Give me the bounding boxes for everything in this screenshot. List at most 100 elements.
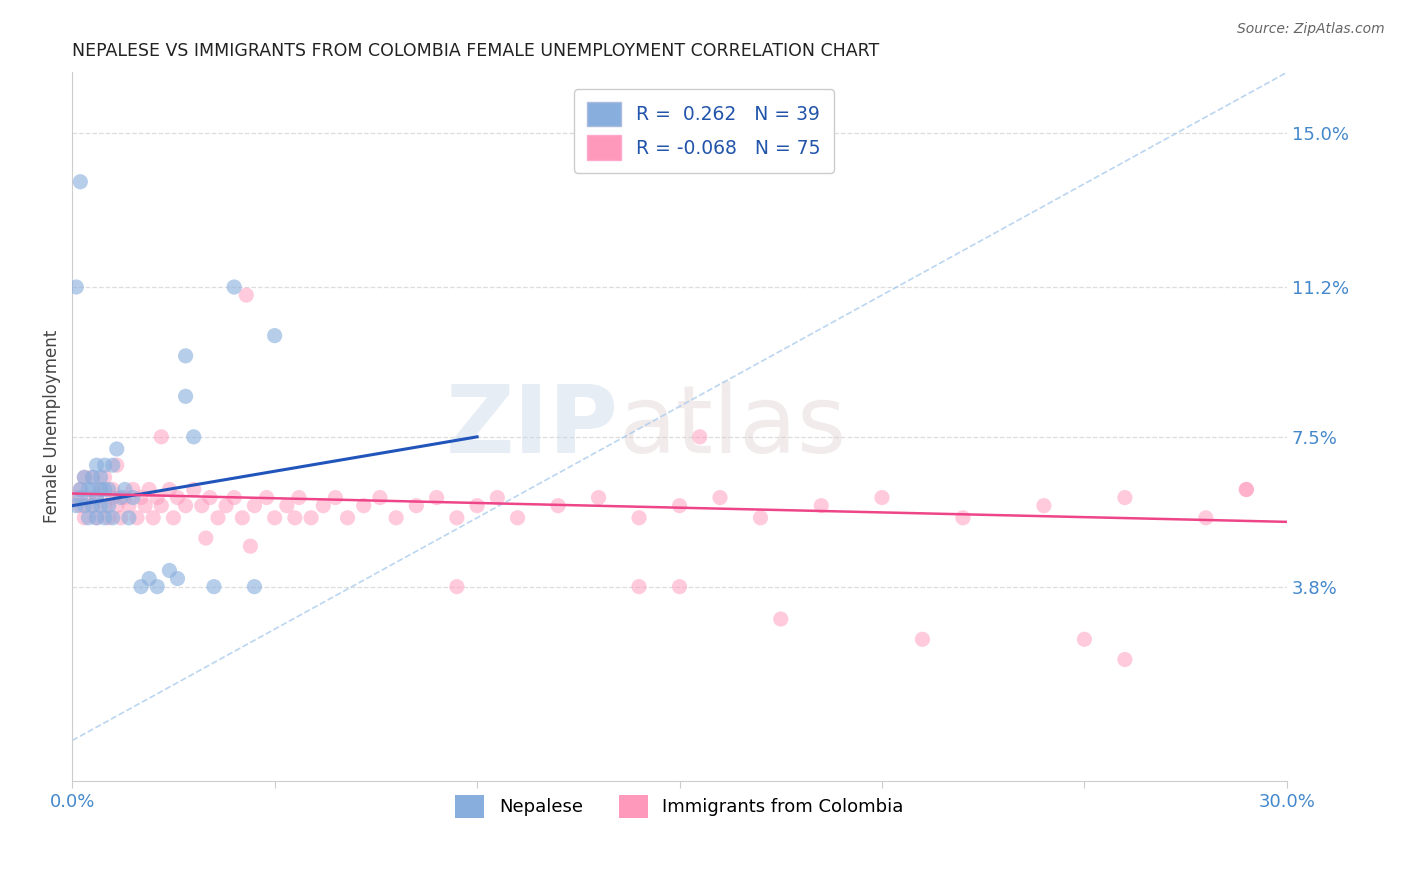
Point <box>183 430 205 444</box>
Point <box>911 632 934 647</box>
Point <box>1234 483 1257 497</box>
Point <box>97 499 120 513</box>
Point <box>65 499 87 513</box>
Point <box>174 349 197 363</box>
Point <box>628 580 651 594</box>
Point <box>312 499 335 513</box>
Point <box>82 483 104 497</box>
Point <box>86 491 108 505</box>
Point <box>446 511 468 525</box>
Point <box>202 580 225 594</box>
Point <box>77 511 100 525</box>
Point <box>77 491 100 505</box>
Point <box>198 491 221 505</box>
Point <box>299 511 322 525</box>
Point <box>1114 652 1136 666</box>
Point <box>82 499 104 513</box>
Point <box>86 458 108 472</box>
Point <box>69 491 91 505</box>
Point <box>90 499 112 513</box>
Point <box>166 491 188 505</box>
Point <box>150 430 173 444</box>
Point <box>215 499 238 513</box>
Point <box>93 511 115 525</box>
Point <box>82 470 104 484</box>
Point <box>1234 483 1257 497</box>
Point <box>749 511 772 525</box>
Point <box>243 580 266 594</box>
Point <box>465 499 488 513</box>
Point <box>162 511 184 525</box>
Point <box>105 499 128 513</box>
Point <box>1316 660 1339 674</box>
Point <box>207 511 229 525</box>
Point <box>101 483 124 497</box>
Point <box>82 499 104 513</box>
Point <box>668 499 690 513</box>
Point <box>1073 632 1095 647</box>
Point <box>446 580 468 594</box>
Point <box>174 389 197 403</box>
Point <box>336 511 359 525</box>
Point <box>110 491 132 505</box>
Point <box>73 470 96 484</box>
Point <box>263 328 285 343</box>
Point <box>138 483 160 497</box>
Point <box>125 511 148 525</box>
Point <box>97 511 120 525</box>
Point <box>368 491 391 505</box>
Point <box>101 458 124 472</box>
Point <box>239 539 262 553</box>
Point <box>689 430 711 444</box>
Point <box>870 491 893 505</box>
Point <box>288 491 311 505</box>
Point <box>138 572 160 586</box>
Point <box>385 511 408 525</box>
Point <box>110 511 132 525</box>
Point <box>256 491 278 505</box>
Point <box>105 458 128 472</box>
Point <box>405 499 427 513</box>
Point <box>93 470 115 484</box>
Point <box>118 511 141 525</box>
Point <box>101 491 124 505</box>
Point <box>1032 499 1054 513</box>
Point <box>191 499 214 513</box>
Point <box>122 483 145 497</box>
Point <box>1114 491 1136 505</box>
Point <box>77 483 100 497</box>
Point <box>93 458 115 472</box>
Text: ZIP: ZIP <box>446 381 619 473</box>
Text: atlas: atlas <box>619 381 846 473</box>
Point <box>73 499 96 513</box>
Point <box>69 483 91 497</box>
Point <box>105 442 128 456</box>
Point <box>69 499 91 513</box>
Point <box>93 499 115 513</box>
Point <box>134 499 156 513</box>
Point <box>97 483 120 497</box>
Point <box>426 491 449 505</box>
Point <box>235 288 257 302</box>
Point <box>547 499 569 513</box>
Point <box>93 483 115 497</box>
Point <box>82 470 104 484</box>
Point <box>146 580 169 594</box>
Point <box>122 491 145 505</box>
Point <box>69 175 91 189</box>
Point <box>284 511 307 525</box>
Y-axis label: Female Unemployment: Female Unemployment <box>44 330 60 524</box>
Point <box>129 491 152 505</box>
Point <box>114 491 136 505</box>
Point <box>86 511 108 525</box>
Point <box>353 499 375 513</box>
Point <box>506 511 529 525</box>
Point <box>769 612 792 626</box>
Point <box>243 499 266 513</box>
Point <box>276 499 298 513</box>
Point <box>157 564 180 578</box>
Point <box>73 511 96 525</box>
Point <box>129 580 152 594</box>
Point <box>952 511 974 525</box>
Point <box>709 491 731 505</box>
